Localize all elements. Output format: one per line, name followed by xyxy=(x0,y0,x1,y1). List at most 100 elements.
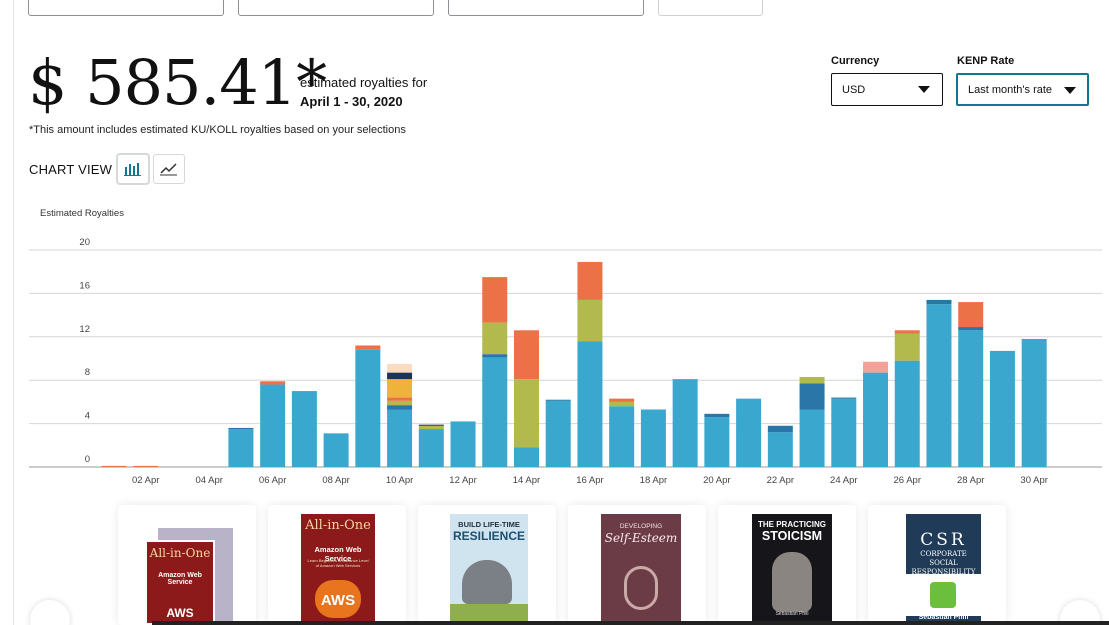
bar-segment[interactable] xyxy=(228,427,254,430)
bar-segment[interactable] xyxy=(577,341,603,467)
bar-segment[interactable] xyxy=(387,372,413,380)
bar-segment[interactable] xyxy=(387,409,413,467)
bar-segment[interactable] xyxy=(863,372,889,467)
bar-segment[interactable] xyxy=(355,345,381,350)
carousel-prev-button[interactable] xyxy=(30,600,70,625)
bar-segment[interactable] xyxy=(894,333,920,361)
bar-segment[interactable] xyxy=(101,465,127,467)
bar-segment[interactable] xyxy=(513,379,539,448)
bar-segment[interactable] xyxy=(767,425,793,433)
book-card[interactable]: THE PRACTICING STOICISM Sebastian Phill xyxy=(718,505,856,625)
royalty-note: *This amount includes estimated KU/KOLL … xyxy=(29,124,406,136)
bar-segment[interactable] xyxy=(482,277,508,323)
bar-segment[interactable] xyxy=(260,384,286,467)
bar-segment[interactable] xyxy=(387,363,413,373)
royalty-amount: $ 585.41* xyxy=(28,46,327,119)
book-cover: THE PRACTICING STOICISM Sebastian Phill xyxy=(752,514,832,625)
bar-segment[interactable] xyxy=(894,330,920,334)
bar-segment[interactable] xyxy=(355,349,381,467)
book-card[interactable]: CSR CORPORATE SOCIAL RESPONSIBILITY Seba… xyxy=(868,505,1006,625)
bar-segment[interactable] xyxy=(545,400,571,467)
bar-segment[interactable] xyxy=(799,376,825,384)
bar-segment[interactable] xyxy=(387,405,413,410)
bar-segment[interactable] xyxy=(418,425,444,430)
bar-segment[interactable] xyxy=(958,302,984,328)
bar-segment[interactable] xyxy=(609,406,635,467)
book-card[interactable]: DEVELOPING Self-Esteem xyxy=(568,505,706,625)
bar-segment[interactable] xyxy=(482,322,508,355)
bottom-scrollbar[interactable] xyxy=(152,621,1109,625)
book-cover: All-in-One Amazon Web Service Learn Begi… xyxy=(301,514,375,625)
bar-segment[interactable] xyxy=(799,409,825,467)
content-left-border xyxy=(13,0,14,625)
bar-segment[interactable] xyxy=(831,398,857,467)
bar-segment[interactable] xyxy=(323,433,349,467)
chart-title: Estimated Royalties xyxy=(40,208,124,219)
bar-segment[interactable] xyxy=(609,401,635,407)
bar-segment[interactable] xyxy=(577,261,603,300)
bar-segment[interactable] xyxy=(513,447,539,467)
filter-dropdown-2[interactable] xyxy=(238,0,434,16)
kenp-rate-select[interactable]: Last month's rate xyxy=(956,73,1089,106)
book-cover: BUILD LIFE-TIME RESILIENCE xyxy=(450,514,528,625)
bar-segment[interactable] xyxy=(577,299,603,342)
x-tick-label: 08 Apr xyxy=(322,475,349,486)
bar-segment[interactable] xyxy=(260,381,286,385)
filter-dropdown-4[interactable] xyxy=(658,0,763,16)
bar-segment[interactable] xyxy=(545,399,571,401)
x-tick-label: 24 Apr xyxy=(830,475,857,486)
bar-segment[interactable] xyxy=(704,413,730,418)
bar-segment[interactable] xyxy=(926,299,952,305)
royalties-bar-chart: Estimated Royalties 0 4 8 12 16 20 02 Apr 04 A… xyxy=(29,208,1102,486)
bar-segment[interactable] xyxy=(958,327,984,331)
bar-segment[interactable] xyxy=(418,424,444,426)
x-tick-label: 10 Apr xyxy=(386,475,413,486)
carousel-next-button[interactable] xyxy=(1060,600,1100,625)
bar-segment[interactable] xyxy=(450,421,476,467)
bar-segment[interactable] xyxy=(228,429,254,467)
bar-segment[interactable] xyxy=(640,409,666,467)
bar-segment[interactable] xyxy=(387,400,413,406)
bar-segment[interactable] xyxy=(482,357,508,467)
bar-segment[interactable] xyxy=(989,350,1015,467)
filter-dropdown-3[interactable] xyxy=(448,0,644,16)
bar-chart-view-button[interactable] xyxy=(117,154,149,184)
bar-segment[interactable] xyxy=(387,379,413,398)
x-tick-label: 22 Apr xyxy=(767,475,794,486)
bar-segment[interactable] xyxy=(767,432,793,467)
bar-segment[interactable] xyxy=(736,398,762,467)
bar-chart-icon xyxy=(124,163,141,176)
book-cover: CSR CORPORATE SOCIAL RESPONSIBILITY Seba… xyxy=(906,514,981,625)
bar-segment[interactable] xyxy=(1021,338,1047,467)
bar-segment[interactable] xyxy=(704,417,730,467)
caret-down-icon xyxy=(918,86,930,93)
y-tick-label: 8 xyxy=(85,367,90,378)
bar-segment[interactable] xyxy=(482,354,508,358)
bar-segment[interactable] xyxy=(799,383,825,410)
book-card[interactable]: All-in-One Amazon Web Service Learn Begi… xyxy=(268,505,406,625)
bar-segment[interactable] xyxy=(291,391,317,467)
bar-segment[interactable] xyxy=(863,361,889,373)
filter-dropdown-1[interactable] xyxy=(28,0,224,16)
bar-segment[interactable] xyxy=(894,360,920,467)
bar-segment[interactable] xyxy=(958,330,984,467)
chart-view-label: CHART VIEW xyxy=(29,162,113,177)
currency-value: USD xyxy=(842,83,866,96)
currency-select[interactable]: USD xyxy=(831,73,943,106)
y-tick-label: 12 xyxy=(79,324,90,335)
x-tick-label: 12 Apr xyxy=(449,475,476,486)
bar-segment[interactable] xyxy=(418,429,444,467)
bar-segment[interactable] xyxy=(831,397,857,399)
book-card[interactable]: BUILD LIFE-TIME RESILIENCE xyxy=(418,505,556,625)
book-cover: DEVELOPING Self-Esteem xyxy=(601,514,681,625)
bar-segment[interactable] xyxy=(926,304,952,467)
line-chart-view-button[interactable] xyxy=(153,154,185,184)
bar-segment[interactable] xyxy=(672,379,698,467)
bar-segment[interactable] xyxy=(609,398,635,402)
bar-segment[interactable] xyxy=(133,465,159,467)
book-card[interactable]: All-in-One Amazon Web Service AWS xyxy=(118,505,256,625)
x-tick-label: 26 Apr xyxy=(894,475,921,486)
bar-segment[interactable] xyxy=(387,397,413,401)
x-tick-label: 28 Apr xyxy=(957,475,984,486)
bar-segment[interactable] xyxy=(513,330,539,380)
